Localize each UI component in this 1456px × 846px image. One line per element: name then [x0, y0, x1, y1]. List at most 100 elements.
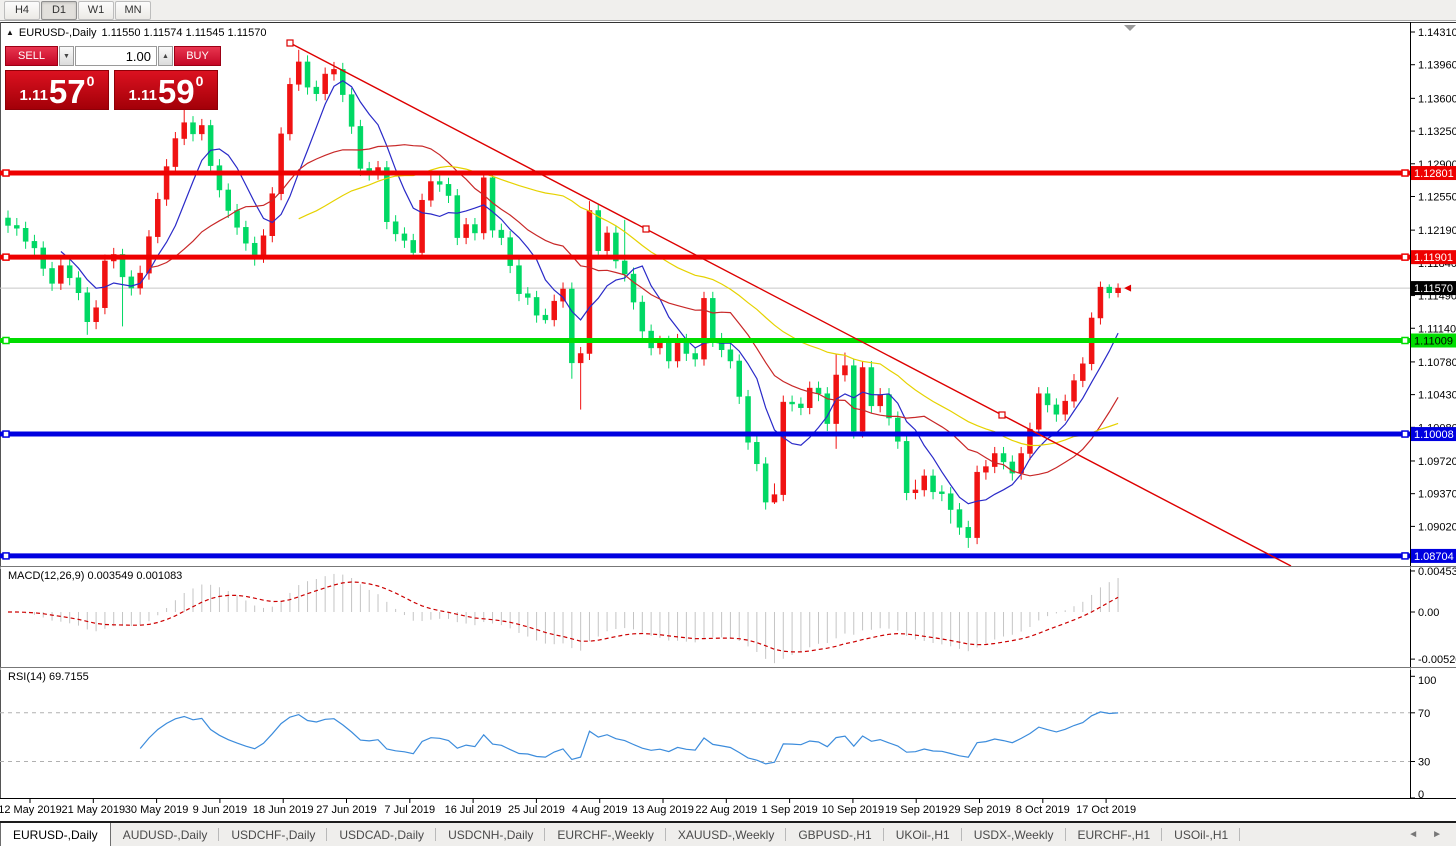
buy-price-pip: 0 [195, 73, 204, 89]
chevron-down-icon: ▼ [63, 52, 70, 60]
tabs-scroll-left-icon[interactable]: ◄ [1408, 829, 1419, 840]
sell-price-prefix: 1.11 [19, 87, 48, 104]
svg-text:1.09720: 1.09720 [1418, 456, 1456, 468]
buy-price-big: 59 [157, 73, 195, 111]
chart-tab-usdx-weekly[interactable]: USDX-,Weekly [962, 823, 1066, 846]
rsi-line [139, 711, 1119, 765]
svg-text:1.12801: 1.12801 [1414, 168, 1454, 180]
chart-tab-ukoil-h1[interactable]: UKOil-,H1 [884, 823, 962, 846]
svg-text:10 Sep 2019: 10 Sep 2019 [822, 804, 884, 816]
rsi-axis[interactable]: 100 70 30 0 [1410, 675, 1436, 801]
svg-text:1.10430: 1.10430 [1418, 390, 1456, 402]
chart-tab-usdcad-daily[interactable]: USDCAD-,Daily [327, 823, 436, 846]
chart-tab-eurusd-daily[interactable]: EURUSD-,Daily [0, 823, 111, 846]
svg-text:1.10008: 1.10008 [1414, 429, 1454, 441]
sell-button[interactable]: SELL [5, 46, 58, 66]
svg-text:21 May 2019: 21 May 2019 [61, 804, 125, 816]
svg-text:16 Jul 2019: 16 Jul 2019 [445, 804, 502, 816]
chart-tab-usoil-h1[interactable]: USOil-,H1 [1162, 823, 1241, 846]
svg-text:1 Sep 2019: 1 Sep 2019 [761, 804, 817, 816]
price-tag: 1.11009 [1411, 333, 1456, 348]
chart-tab-eurchf-weekly[interactable]: EURCHF-,Weekly [545, 823, 667, 846]
svg-text:1.11570: 1.11570 [1414, 283, 1453, 295]
svg-text:100: 100 [1418, 675, 1436, 687]
svg-text:0.00453: 0.00453 [1418, 566, 1456, 578]
macd-label: MACD(12,26,9) 0.003549 0.001083 [8, 570, 183, 582]
svg-text:25 Jul 2019: 25 Jul 2019 [508, 804, 565, 816]
timeframe-toolbar: H4 D1 W1 MN [0, 0, 1456, 21]
sell-price-big: 57 [48, 73, 86, 111]
chart-canvas[interactable]: 1.143101.139601.136001.132501.129001.125… [0, 22, 1456, 820]
svg-text:1.11901: 1.11901 [1414, 252, 1453, 264]
rsi-layer [0, 711, 1410, 765]
timeframe-button-w1[interactable]: W1 [78, 0, 114, 20]
moving-averages-layer [60, 79, 1119, 505]
svg-text:1.13600: 1.13600 [1418, 93, 1456, 105]
macd-signal-line [8, 581, 1119, 653]
svg-text:22 Aug 2019: 22 Aug 2019 [695, 804, 757, 816]
svg-text:1.09370: 1.09370 [1418, 489, 1456, 501]
svg-text:1.10780: 1.10780 [1418, 357, 1456, 369]
rsi-label: RSI(14) 69.7155 [8, 671, 89, 683]
svg-text:9 Jun 2019: 9 Jun 2019 [193, 804, 247, 816]
macd-axis[interactable]: 0.00453 0.00 -0.00520 [1410, 566, 1456, 666]
svg-text:0.00: 0.00 [1418, 607, 1439, 619]
ma-fast [60, 79, 1119, 505]
volume-decrease-button[interactable]: ▼ [59, 46, 74, 66]
svg-text:27 Jun 2019: 27 Jun 2019 [316, 804, 377, 816]
time-axis[interactable]: 12 May 2019 21 May 2019 30 May 2019 9 Jun 2… [0, 798, 1136, 816]
volume-increase-button[interactable]: ▲ [158, 46, 173, 66]
horizontal-levels-layer [0, 169, 1410, 560]
price-axis[interactable]: 1.143101.139601.136001.132501.129001.125… [1410, 27, 1456, 563]
price-tag: 1.12801 [1411, 166, 1456, 181]
symbol-tabbar: EURUSD-,Daily AUDUSD-,Daily USDCHF-,Daily U… [0, 821, 1456, 846]
svg-text:1.09020: 1.09020 [1418, 521, 1456, 533]
chart-tab-audusd-daily[interactable]: AUDUSD-,Daily [111, 823, 220, 846]
svg-text:19 Sep 2019: 19 Sep 2019 [885, 804, 947, 816]
svg-text:1.13960: 1.13960 [1418, 60, 1456, 72]
buy-price-box[interactable]: 1.11 59 0 [114, 70, 218, 110]
svg-text:0: 0 [1418, 789, 1424, 801]
timeframe-button-mn[interactable]: MN [115, 0, 151, 20]
ma-slow [298, 165, 1119, 447]
svg-text:30 May 2019: 30 May 2019 [125, 804, 189, 816]
timeframe-button-d1[interactable]: D1 [41, 0, 77, 20]
volume-input[interactable]: 1.00 [75, 46, 157, 66]
buy-price-prefix: 1.11 [128, 87, 157, 104]
svg-text:8 Oct 2019: 8 Oct 2019 [1016, 804, 1070, 816]
price-tag: 1.11901 [1411, 250, 1456, 265]
descending-trendline[interactable] [286, 39, 1292, 566]
chart-tab-eurchf-h1[interactable]: EURCHF-,H1 [1066, 823, 1163, 846]
svg-text:1.13250: 1.13250 [1418, 126, 1456, 138]
svg-text:1.12550: 1.12550 [1418, 191, 1456, 203]
macd-layer [8, 573, 1119, 664]
timeframe-button-h4[interactable]: H4 [4, 0, 40, 20]
svg-text:70: 70 [1418, 708, 1430, 720]
candles-layer [5, 49, 1121, 548]
chart-shift-marker-icon[interactable] [1124, 25, 1136, 31]
svg-text:4 Aug 2019: 4 Aug 2019 [572, 804, 628, 816]
tabs-scroll-right-icon[interactable]: ► [1432, 829, 1442, 840]
svg-text:-0.00520: -0.00520 [1418, 654, 1456, 666]
svg-text:30: 30 [1418, 756, 1430, 768]
chart-quote-line: 1.11550 1.11574 1.11545 1.11570 [101, 27, 267, 39]
svg-text:1.08704: 1.08704 [1414, 551, 1454, 563]
chart-tab-gbpusd-h1[interactable]: GBPUSD-,H1 [786, 823, 885, 846]
svg-text:1.12190: 1.12190 [1418, 225, 1456, 237]
sell-price-box[interactable]: 1.11 57 0 [5, 70, 109, 110]
collapse-panel-arrow-icon[interactable]: ▲ [6, 28, 14, 37]
svg-text:17 Oct 2019: 17 Oct 2019 [1076, 804, 1136, 816]
buy-button[interactable]: BUY [174, 46, 221, 66]
price-tag: 1.11570 [1411, 281, 1456, 296]
ma-mid [148, 144, 1119, 477]
sell-price-pip: 0 [86, 73, 95, 89]
chart-tab-usdchf-daily[interactable]: USDCHF-,Daily [219, 823, 328, 846]
svg-text:1.11140: 1.11140 [1418, 323, 1456, 335]
chart-symbol-label: EURUSD-,Daily [18, 27, 97, 39]
svg-text:1.11009: 1.11009 [1414, 336, 1453, 348]
one-click-trade-panel: SELL ▼ 1.00 ▲ BUY 1.11 57 0 1.11 59 0 [5, 46, 223, 110]
svg-text:7 Jul 2019: 7 Jul 2019 [384, 804, 435, 816]
chart-tab-xauusd-weekly[interactable]: XAUUSD-,Weekly [666, 823, 787, 846]
chart-tab-usdcnh-daily[interactable]: USDCNH-,Daily [436, 823, 546, 846]
